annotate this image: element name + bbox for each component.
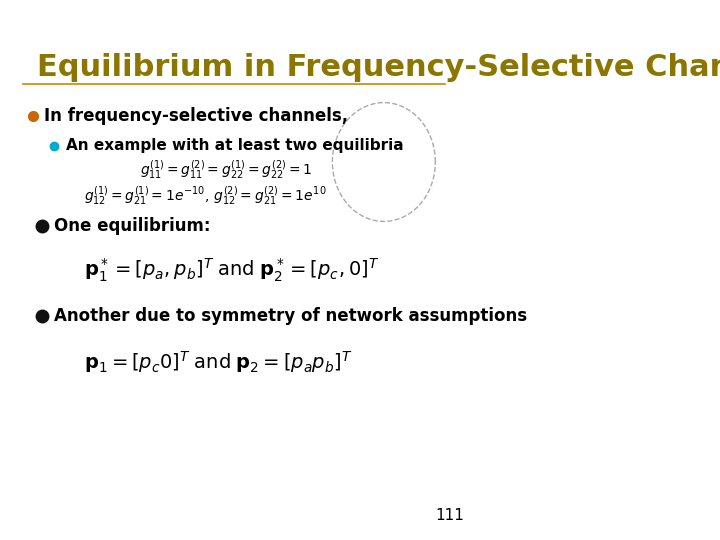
FancyBboxPatch shape	[0, 0, 473, 540]
Text: One equilibrium:: One equilibrium:	[54, 217, 210, 235]
Text: $g_{11}^{(1)} = g_{11}^{(2)} = g_{22}^{(1)} = g_{22}^{(2)} = 1$: $g_{11}^{(1)} = g_{11}^{(2)} = g_{22}^{(…	[140, 159, 312, 181]
Text: In frequency-selective channels,: In frequency-selective channels,	[45, 107, 348, 125]
Text: Equilibrium in Frequency-Selective Channels: Equilibrium in Frequency-Selective Chann…	[37, 53, 720, 82]
Text: $g_{12}^{(1)} = g_{21}^{(1)} = 1e^{-10},\, g_{12}^{(2)} = g_{21}^{(2)} = 1e^{10}: $g_{12}^{(1)} = g_{21}^{(1)} = 1e^{-10},…	[84, 184, 327, 207]
Text: Another due to symmetry of network assumptions: Another due to symmetry of network assum…	[54, 307, 527, 325]
Text: $\mathbf{p}_1 = [p_c 0]^T \;\mathrm{and}\; \mathbf{p}_2 = [p_a p_b]^T$: $\mathbf{p}_1 = [p_c 0]^T \;\mathrm{and}…	[84, 349, 353, 375]
Text: $\mathbf{p}_1^* = [p_a, p_b]^T \;\mathrm{and}\; \mathbf{p}_2^* = [p_c, 0]^T$: $\mathbf{p}_1^* = [p_a, p_b]^T \;\mathrm…	[84, 256, 379, 284]
Text: An example with at least two equilibria: An example with at least two equilibria	[66, 138, 403, 153]
Text: 111: 111	[436, 508, 464, 523]
